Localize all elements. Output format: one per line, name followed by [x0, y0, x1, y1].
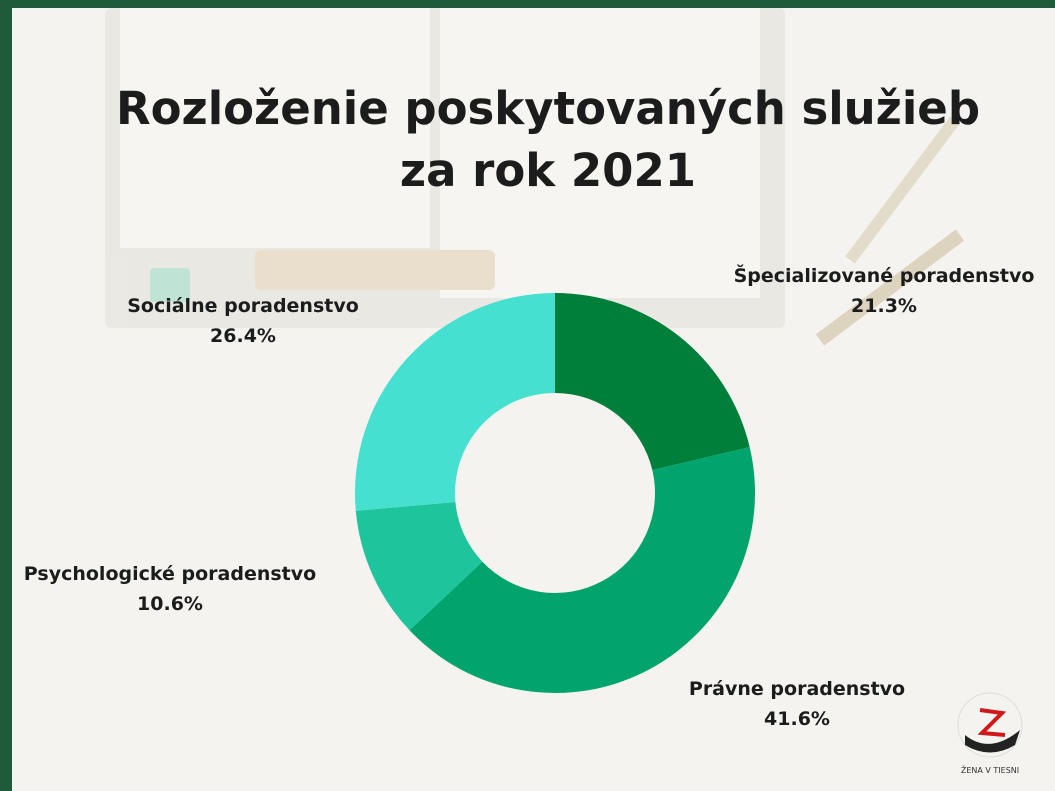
value-label: 41.6%: [764, 708, 830, 730]
category-label: Psychologické poradenstvo: [24, 563, 316, 585]
category-label: Sociálne poradenstvo: [127, 295, 359, 317]
category-label: Špecializované poradenstvo: [734, 263, 1035, 287]
logo: ŽENA V TIESNI: [958, 693, 1022, 775]
logo-text: ŽENA V TIESNI: [961, 764, 1019, 775]
value-label: 10.6%: [137, 593, 203, 615]
value-label: 26.4%: [210, 325, 276, 347]
category-label: Právne poradenstvo: [689, 678, 905, 700]
infographic: Špecializované poradenstvo 21.3% Právne po…: [0, 0, 1055, 791]
value-label: 21.3%: [851, 295, 917, 317]
chart-title: Rozloženie poskytovaných služieb za rok …: [98, 78, 998, 202]
